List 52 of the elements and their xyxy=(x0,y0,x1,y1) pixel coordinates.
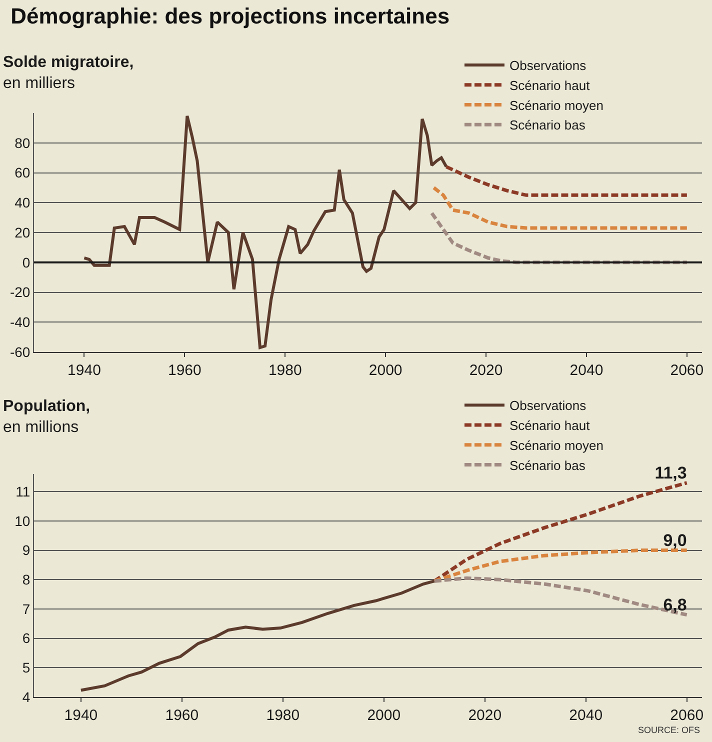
y-tick-label: 5 xyxy=(22,660,30,676)
y-tick-label: 20 xyxy=(14,224,30,240)
x-tick-label: 1980 xyxy=(268,362,302,379)
y-tick-label: 60 xyxy=(14,164,30,181)
x-tick-label: 2040 xyxy=(569,707,603,724)
line-series xyxy=(82,114,448,350)
line-series xyxy=(432,186,689,230)
y-tick-label: -40 xyxy=(10,314,30,330)
legend-label: Scénario haut xyxy=(509,78,590,93)
line-series xyxy=(444,165,689,197)
legend-label: Scénario bas xyxy=(509,118,586,133)
x-tick-label: 1940 xyxy=(68,362,101,379)
x-tick-label: 2060 xyxy=(670,362,704,379)
y-tick-label: 9 xyxy=(22,542,30,558)
y-tick-label: 0 xyxy=(22,254,30,270)
legend-label: Observations xyxy=(509,398,587,414)
x-tick-label: 2040 xyxy=(570,362,604,379)
chart-title: Démographie: des projections incertaines xyxy=(10,3,450,28)
x-tick-label: 1980 xyxy=(266,707,300,724)
y-tick-label: -20 xyxy=(10,284,30,300)
y-tick-label: 8 xyxy=(22,572,30,588)
legend-label: Scénario moyen xyxy=(509,98,604,113)
x-tick-label: 2060 xyxy=(670,707,704,724)
y-axis-title: Solde migratoire, en milliers xyxy=(3,54,134,92)
x-tick-label: 2000 xyxy=(368,362,402,379)
legend-label: Scénario moyen xyxy=(509,438,604,453)
y-axis-title: Population, en millions xyxy=(3,398,90,436)
line-series xyxy=(432,548,689,583)
x-tick-label: 2020 xyxy=(468,707,502,724)
x-tick-label: 1960 xyxy=(168,362,202,379)
x-tick-label: 2000 xyxy=(367,707,401,724)
line-series xyxy=(430,211,689,264)
x-tick-label: 1940 xyxy=(64,707,98,724)
y-tick-label: -60 xyxy=(10,344,30,360)
line-series xyxy=(432,481,689,583)
y-tick-label: 80 xyxy=(14,134,30,151)
x-tick-label: 1960 xyxy=(165,707,199,724)
source-note: SOURCE: OFS xyxy=(638,725,700,735)
y-tick-label: 6 xyxy=(22,630,30,646)
data-label: 11,3 xyxy=(654,464,687,483)
y-tick-label: 4 xyxy=(22,688,30,705)
line-series xyxy=(79,580,436,692)
x-tick-label: 2020 xyxy=(469,362,503,379)
y-tick-label: 10 xyxy=(14,512,30,529)
line-series xyxy=(432,576,689,617)
legend-label: Scénario bas xyxy=(509,458,586,473)
legend-label: Scénario haut xyxy=(509,418,590,434)
data-label: 9,0 xyxy=(663,531,687,550)
legend-label: Observations xyxy=(509,58,587,74)
y-tick-label: 7 xyxy=(22,600,30,617)
y-tick-label: 40 xyxy=(14,194,30,211)
y-tick-label: 11 xyxy=(16,484,30,500)
